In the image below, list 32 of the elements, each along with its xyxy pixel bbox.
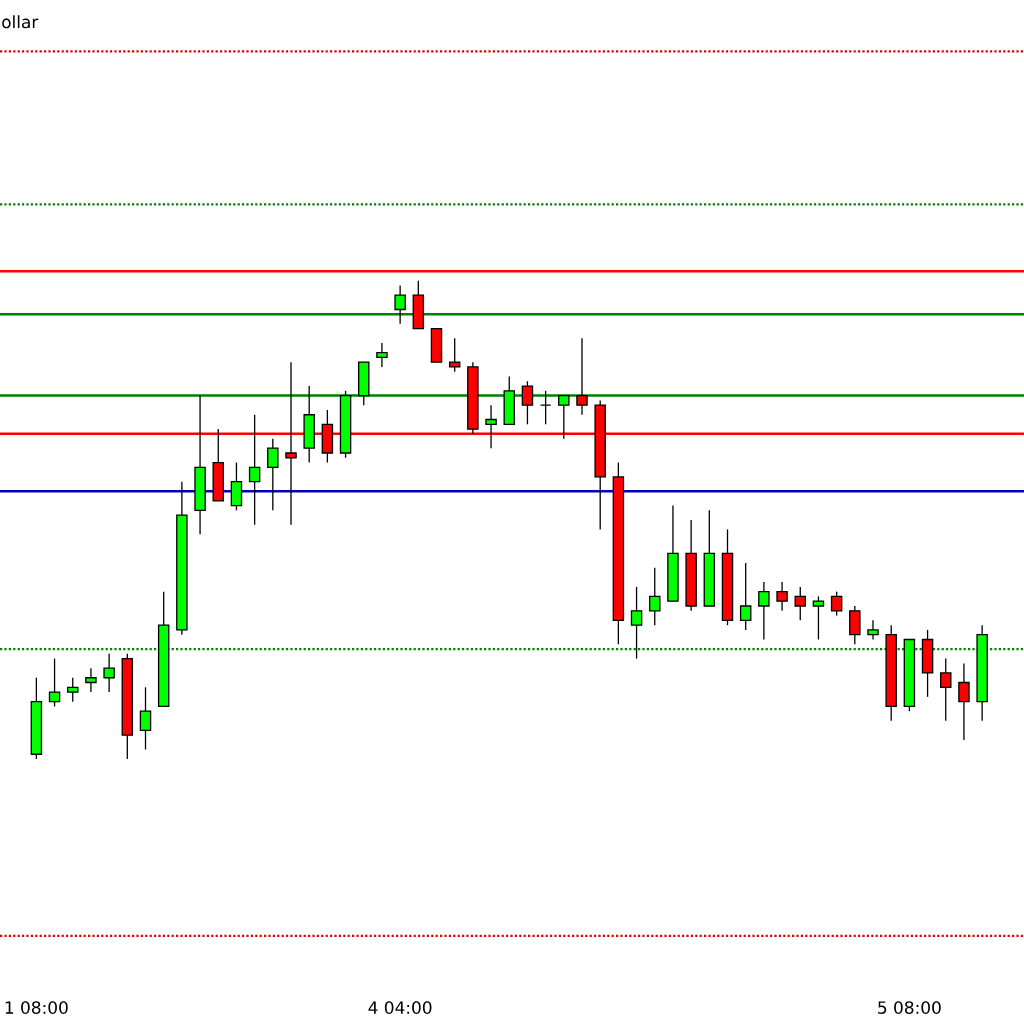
candlestick [958, 662, 970, 741]
candlestick [103, 653, 115, 693]
candlestick [849, 605, 861, 645]
x-tick-label: 5 08:00 [878, 1001, 941, 1014]
candlestick [230, 461, 243, 512]
candlestick [267, 437, 279, 512]
candlestick [576, 337, 588, 416]
candlestick [940, 657, 952, 722]
candlestick [85, 667, 97, 693]
candlestick [48, 657, 61, 708]
candlestick [485, 404, 497, 449]
candlestick [521, 380, 534, 425]
candlestick [448, 337, 461, 373]
candlestick [376, 342, 388, 368]
x-tick-label: 1 08:00 [5, 1001, 68, 1014]
candlestick [739, 562, 752, 631]
candlestick [139, 686, 152, 751]
candlestick [539, 390, 552, 425]
chart-title: ollar [2, 15, 39, 29]
candlestick [558, 394, 570, 440]
candlestick [758, 581, 770, 641]
candlestick [630, 586, 643, 660]
candlestick [776, 581, 788, 612]
candlestick [812, 595, 825, 641]
candlestick [67, 677, 79, 703]
candlestick [867, 619, 879, 641]
candlestick [794, 586, 806, 621]
candlestick [248, 414, 261, 526]
candlestick [830, 591, 843, 617]
candlestick [394, 284, 406, 325]
x-tick-label: 4 04:00 [368, 1001, 432, 1014]
candlestick [649, 567, 661, 626]
